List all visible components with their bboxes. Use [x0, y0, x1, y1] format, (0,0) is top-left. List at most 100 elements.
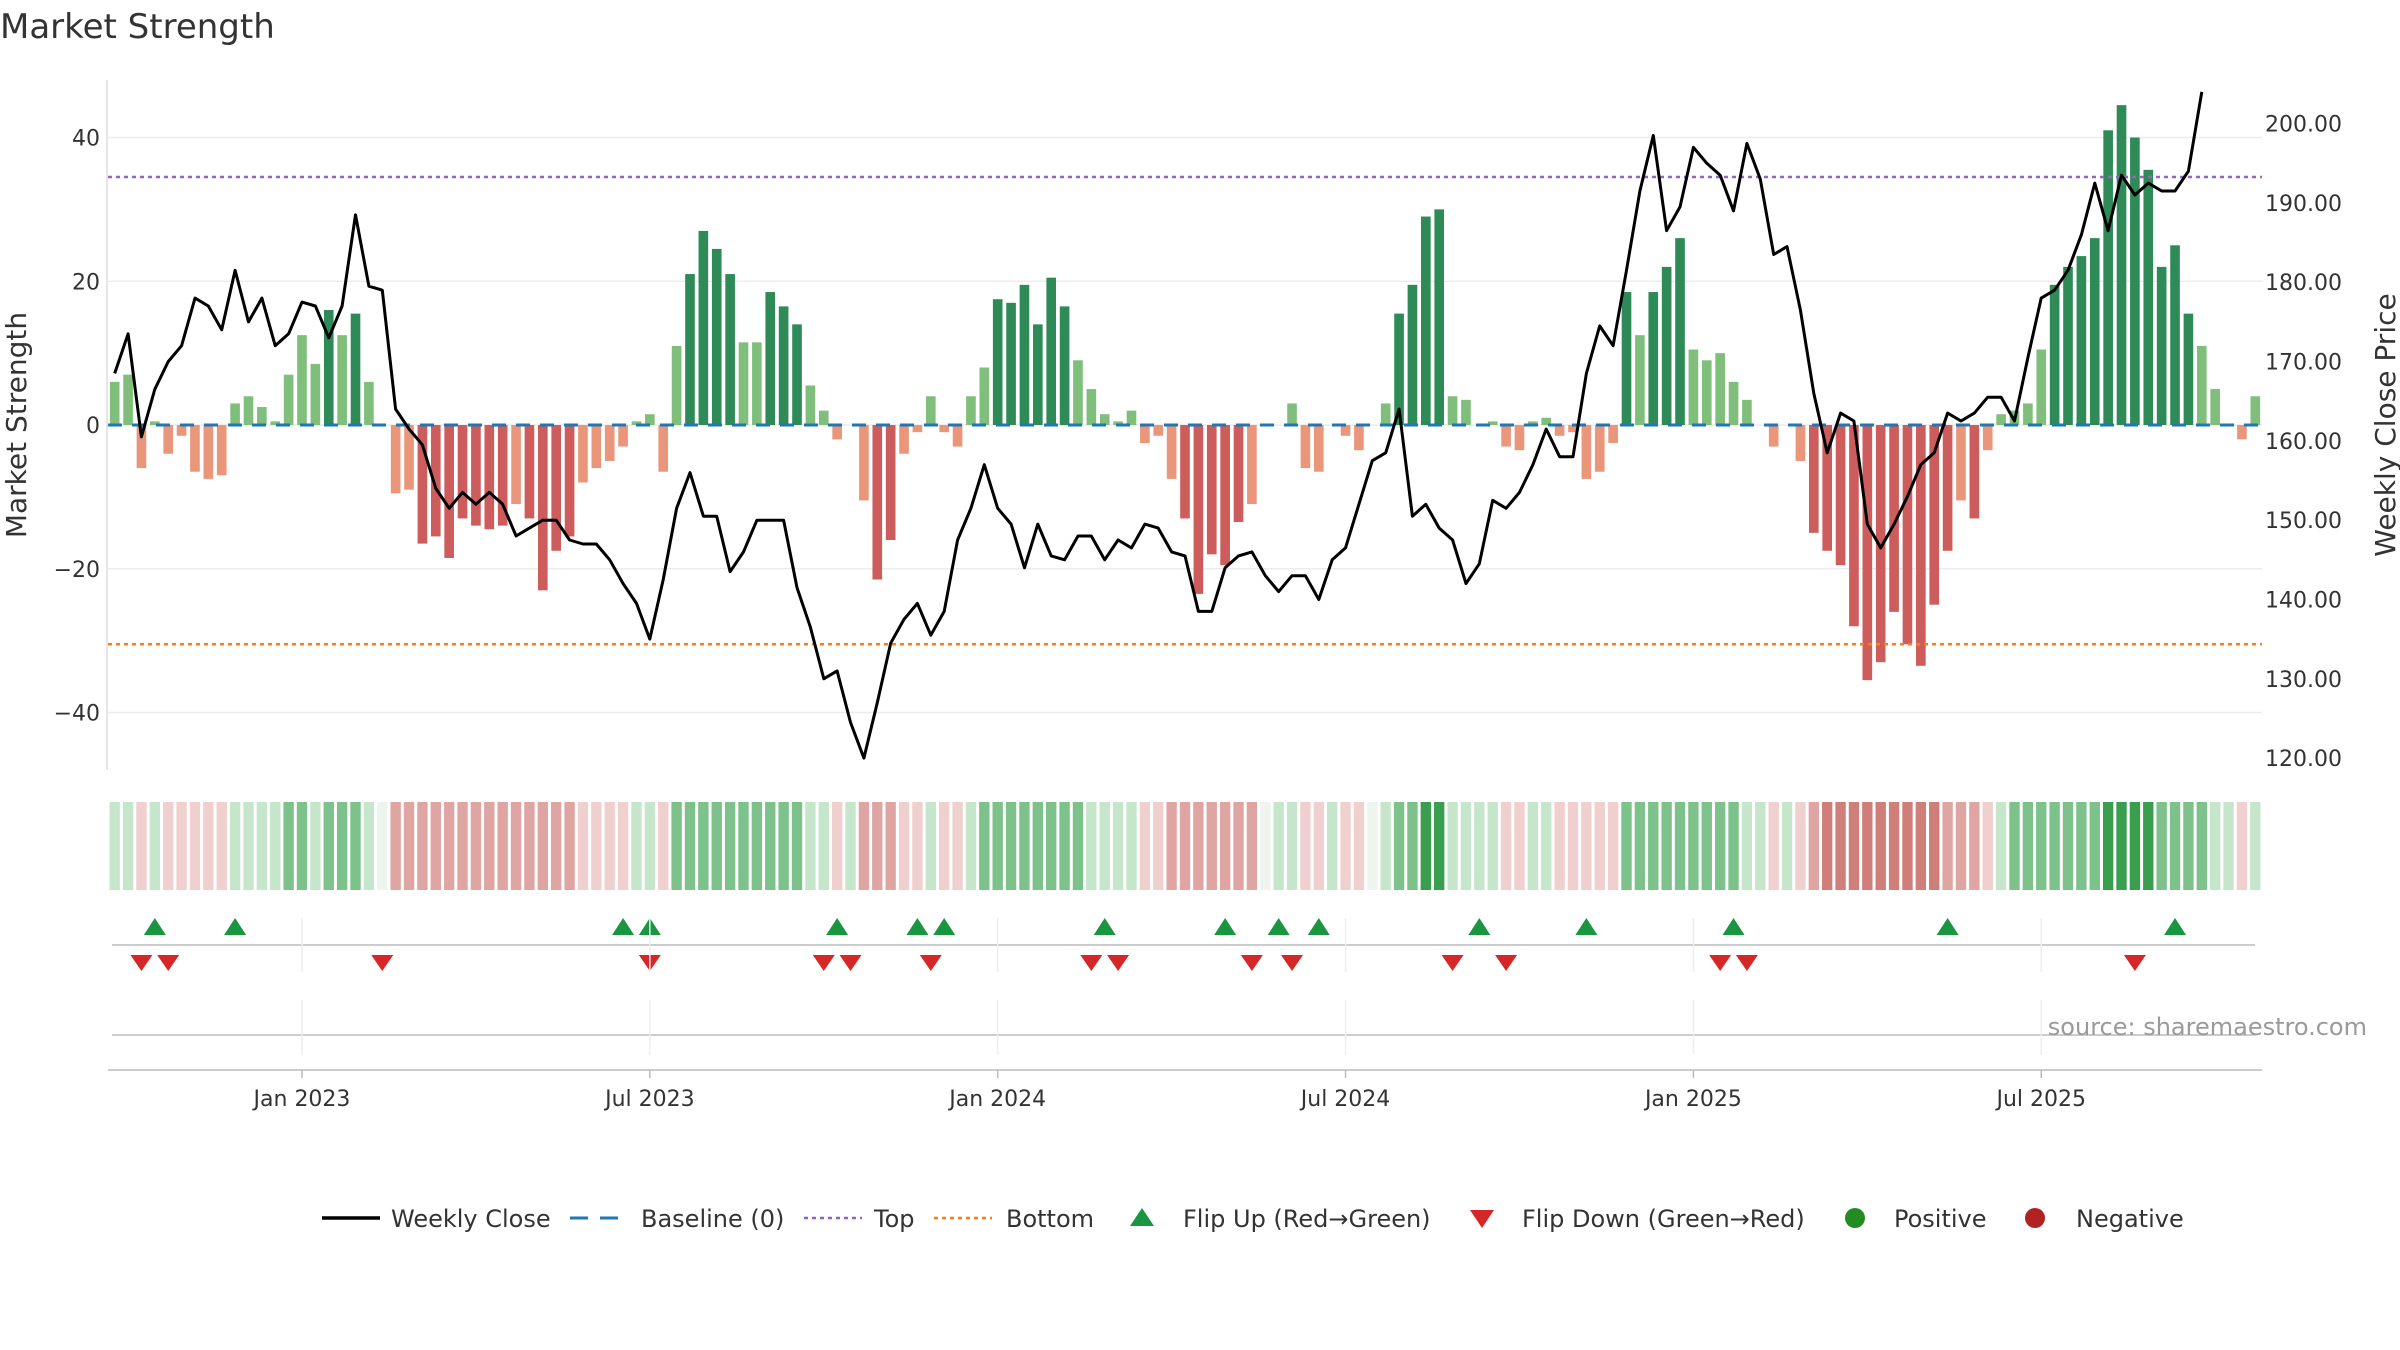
band-cell — [1407, 802, 1418, 890]
strength-bar — [1153, 425, 1164, 436]
band-cell — [805, 802, 816, 890]
flip-down-marker — [1441, 955, 1464, 971]
strength-bar — [1501, 425, 1511, 447]
band-cell — [1460, 802, 1472, 890]
band-cell — [537, 802, 549, 890]
legend-symbol-positive — [1845, 1208, 1865, 1228]
strength-bar — [1875, 425, 1886, 663]
band-cell — [791, 802, 803, 890]
strength-bars — [109, 105, 2261, 681]
band-cell — [872, 802, 883, 890]
strength-bar — [1862, 425, 1873, 681]
strength-bar — [1768, 425, 1779, 447]
flip-down-marker — [2123, 955, 2146, 971]
strength-bar — [1340, 425, 1351, 436]
strength-bar — [364, 381, 374, 425]
strength-bar — [1982, 425, 1993, 451]
band-cell — [256, 802, 268, 890]
x-tick-label: Jan 2025 — [1643, 1087, 1742, 1112]
strength-bar — [2116, 105, 2127, 425]
band-cell — [2169, 802, 2181, 890]
strength-bar — [2130, 137, 2140, 425]
strength-bar — [1969, 425, 1980, 519]
band-cell — [1581, 802, 1592, 890]
band-cell — [2223, 802, 2234, 890]
flip-down-marker — [812, 955, 835, 971]
band-cell — [885, 802, 896, 890]
band-cell — [1554, 802, 1565, 890]
left-tick-label: −20 — [54, 558, 100, 583]
strength-bar — [966, 396, 976, 425]
strength-bar — [1742, 399, 1752, 425]
band-cell — [1500, 802, 1512, 890]
band-cell — [2036, 802, 2047, 890]
strength-bar — [1487, 421, 1498, 425]
strength-bar — [818, 410, 829, 425]
band-cell — [109, 802, 120, 890]
band-cell — [1246, 802, 1258, 890]
legend-label: Baseline (0) — [641, 1205, 784, 1233]
band-cell — [2183, 802, 2194, 890]
flip-down-marker — [371, 955, 394, 971]
strength-bar — [123, 374, 133, 425]
strength-bar — [457, 425, 468, 519]
strength-bar — [2103, 130, 2113, 425]
band-cell — [1688, 802, 1699, 890]
strength-bar — [1661, 266, 1672, 425]
band-cell — [845, 802, 856, 890]
flip-up-marker — [224, 918, 247, 935]
strength-bar — [1942, 425, 1953, 551]
band-cell — [390, 802, 401, 890]
band-cell — [952, 802, 963, 890]
strength-bar — [685, 274, 695, 425]
band-cell — [1955, 802, 1967, 890]
band-cell — [1166, 802, 1177, 890]
band-cell — [350, 802, 361, 890]
band-cell — [1567, 802, 1579, 890]
band-cell — [912, 802, 923, 890]
band-cell — [1219, 802, 1231, 890]
strength-bar — [1581, 425, 1592, 479]
band-cell — [1648, 802, 1659, 890]
band-cell — [711, 802, 722, 890]
band-cell — [1755, 802, 1766, 890]
band-cell — [1929, 802, 1940, 890]
band-cell — [577, 802, 589, 890]
band-cell — [671, 802, 682, 890]
right-axis-title: Weekly Close Price — [2369, 293, 2400, 556]
band-cell — [992, 802, 1003, 890]
strength-bar — [1956, 425, 1966, 501]
flip-down-marker — [839, 955, 862, 971]
strength-bar — [564, 425, 575, 537]
band-cell — [1112, 802, 1124, 890]
band-cell — [658, 802, 669, 890]
band-cell — [551, 802, 562, 890]
strength-bar — [1380, 403, 1391, 425]
flip-down-marker — [1281, 955, 1304, 971]
band-cell — [778, 802, 789, 890]
band-cell — [1434, 802, 1445, 890]
flip-down-marker — [1735, 955, 1758, 971]
band-cell — [818, 802, 829, 890]
strength-bar — [912, 425, 923, 433]
strength-bar — [925, 396, 936, 425]
band-cell — [1594, 802, 1605, 890]
strength-color-band — [109, 802, 2261, 890]
flip-down-marker — [157, 955, 180, 971]
band-cell — [1179, 802, 1191, 890]
band-cell — [925, 802, 936, 890]
band-cell — [163, 802, 174, 890]
band-cell — [2009, 802, 2020, 890]
band-cell — [1862, 802, 1873, 890]
band-cell — [617, 802, 629, 890]
strength-bar — [537, 425, 548, 591]
weekly-close-line — [113, 91, 2204, 760]
x-tick-label: Jul 2023 — [603, 1087, 695, 1112]
strength-bar — [150, 421, 160, 425]
band-cell — [631, 802, 642, 890]
source-label: source: sharemaestro.com — [2048, 1013, 2367, 1041]
flip-panel — [108, 944, 2262, 1071]
band-cell — [1420, 802, 1432, 890]
band-cell — [1005, 802, 1017, 890]
strength-bar — [1635, 335, 1645, 425]
